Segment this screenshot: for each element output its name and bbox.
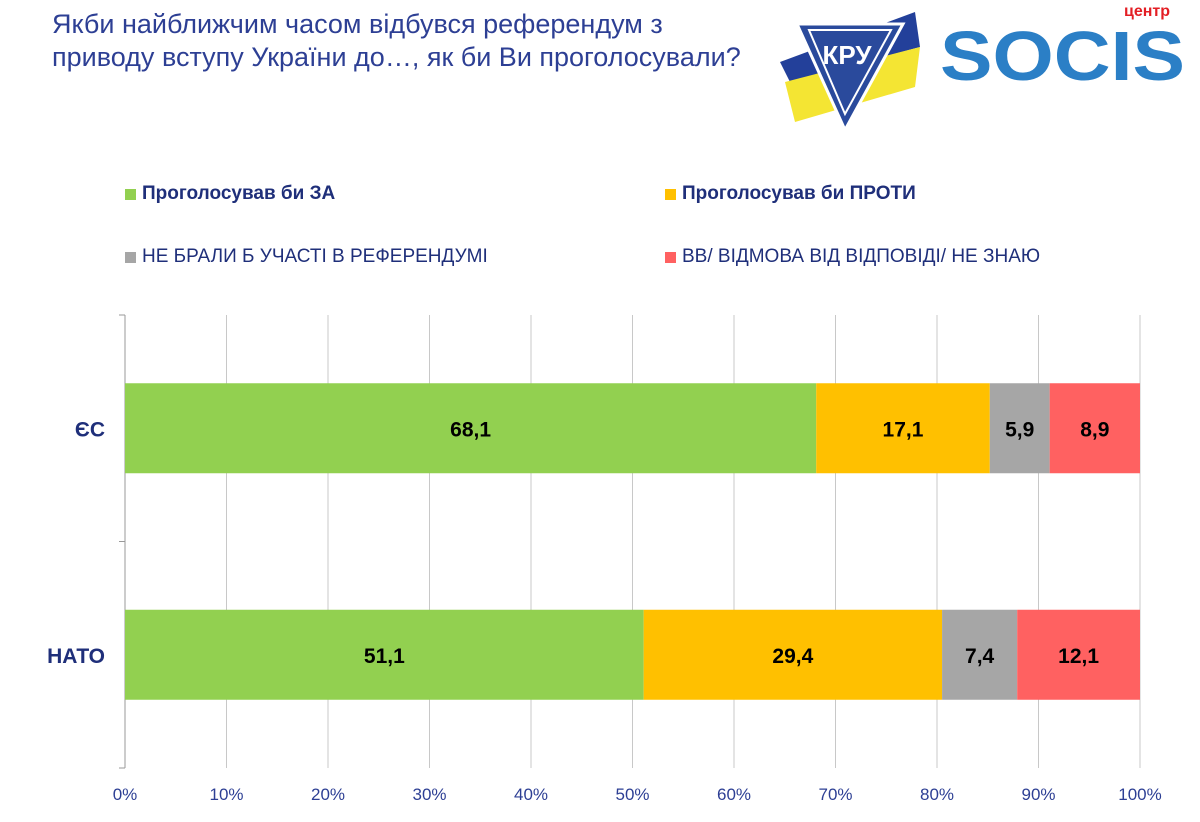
x-tick-label: 70% (818, 785, 852, 804)
x-tick-label: 60% (717, 785, 751, 804)
legend-swatch (125, 188, 136, 200)
bar-segment (1049, 383, 1140, 474)
kru-logo: КРУ (780, 12, 920, 132)
page-title: Якби найближчим часом відбувся референду… (52, 9, 741, 72)
legend-label: Проголосував би ПРОТИ (682, 183, 916, 204)
bar-segment (942, 609, 1018, 700)
x-tick-label: 90% (1021, 785, 1055, 804)
data-label: 68,1 (450, 418, 491, 441)
socis-logo: центр SOCIS (940, 3, 1185, 95)
legend-item: НЕ БРАЛИ Б УЧАСТІ В РЕФЕРЕНДУМІ (125, 246, 488, 268)
legend-item: Проголосував би ЗА (125, 183, 335, 205)
data-label: 5,9 (1005, 418, 1034, 441)
x-tick-label: 0% (113, 785, 138, 804)
x-tick-label: 40% (514, 785, 548, 804)
bar-segment (816, 383, 990, 474)
data-label: 7,4 (965, 645, 995, 668)
category-label: НАТО (47, 645, 105, 668)
x-tick-label: 100% (1118, 785, 1161, 804)
bar-segment (125, 609, 644, 700)
data-label: 51,1 (364, 645, 405, 668)
data-label: 12,1 (1058, 645, 1099, 668)
bar-segment (125, 383, 817, 474)
legend-swatch (665, 251, 676, 263)
kru-logo-text: КРУ (822, 40, 872, 70)
category-label: ЄС (75, 418, 105, 441)
x-tick-label: 50% (615, 785, 649, 804)
legend-item: ВВ/ ВІДМОВА ВІД ВІДПОВІДІ/ НЕ ЗНАЮ (665, 246, 1040, 268)
bar-segment (1017, 609, 1140, 700)
bar-segment (989, 383, 1050, 474)
svg-text:SOCIS: SOCIS (940, 17, 1185, 95)
x-tick-label: 20% (311, 785, 345, 804)
legend-swatch (125, 251, 136, 263)
legend-label: Проголосував би ЗА (142, 183, 336, 204)
data-label: 17,1 (883, 418, 924, 441)
legend-label: НЕ БРАЛИ Б УЧАСТІ В РЕФЕРЕНДУМІ (142, 246, 488, 267)
x-tick-label: 30% (412, 785, 446, 804)
legend-swatch (665, 188, 676, 200)
data-label: 29,4 (772, 645, 813, 668)
bar-segment (643, 609, 943, 700)
x-tick-label: 80% (920, 785, 954, 804)
legend-label: ВВ/ ВІДМОВА ВІД ВІДПОВІДІ/ НЕ ЗНАЮ (682, 246, 1041, 267)
legend-item: Проголосував би ПРОТИ (665, 183, 916, 205)
data-label: 8,9 (1080, 418, 1109, 441)
x-tick-label: 10% (209, 785, 243, 804)
svg-text:центр: центр (1124, 3, 1170, 20)
logo: КРУ центр SOCIS (780, 3, 1185, 132)
